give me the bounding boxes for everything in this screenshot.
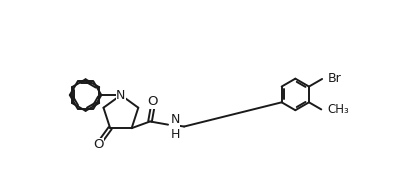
Text: N
H: N H — [170, 112, 179, 141]
Text: N: N — [116, 89, 126, 102]
Text: O: O — [93, 138, 103, 151]
Text: CH₃: CH₃ — [327, 103, 349, 116]
Text: Br: Br — [328, 72, 341, 85]
Text: N: N — [116, 89, 126, 102]
Text: O: O — [147, 95, 158, 108]
